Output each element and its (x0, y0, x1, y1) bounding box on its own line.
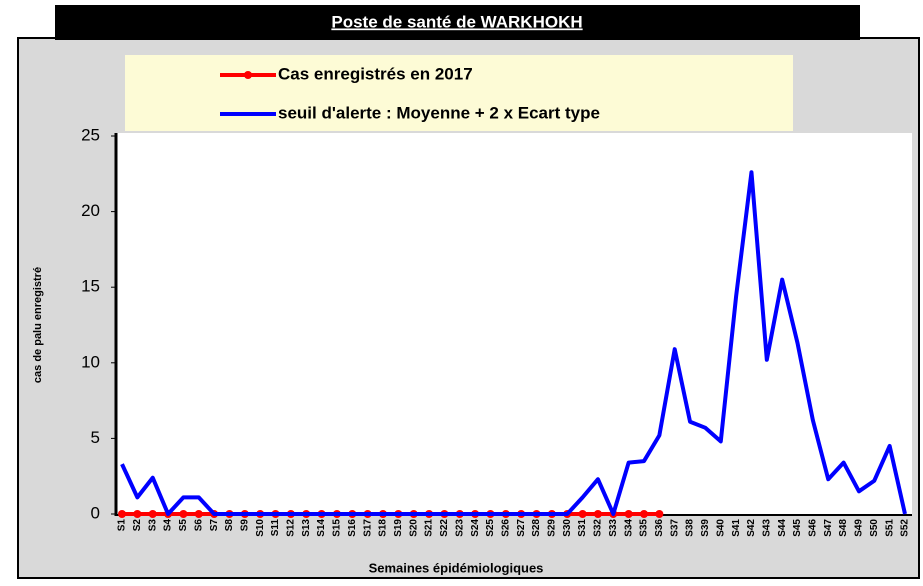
y-tick-label: 5 (91, 428, 100, 447)
series-marker (655, 510, 664, 518)
x-tick-label: S47 (823, 519, 834, 537)
x-tick-label: S20 (408, 519, 419, 537)
x-tick-label: S14 (316, 519, 327, 537)
x-tick-label: S48 (838, 519, 849, 537)
x-tick-label: S10 (255, 519, 266, 537)
x-tick-label: S37 (669, 519, 680, 537)
x-tick-label: S25 (485, 519, 496, 537)
x-tick-label: S16 (347, 519, 358, 537)
y-tick-label: 0 (91, 503, 100, 522)
y-tick-label: 15 (81, 277, 100, 296)
x-tick-label: S30 (562, 519, 573, 537)
x-tick-label: S7 (209, 519, 220, 532)
x-tick-label: S49 (854, 519, 865, 537)
series-marker (640, 510, 648, 518)
x-tick-label: S39 (700, 519, 711, 537)
legend (125, 55, 793, 131)
y-tick-label: 25 (81, 125, 100, 144)
chart-title: Poste de santé de WARKHOKH (331, 12, 582, 31)
x-tick-label: S6 (193, 519, 204, 532)
x-tick-label: S29 (547, 519, 558, 537)
title-bar (55, 5, 860, 40)
x-tick-label: S5 (178, 519, 189, 532)
x-tick-label: S8 (224, 519, 235, 532)
x-tick-label: S43 (761, 519, 772, 537)
series-marker (133, 510, 142, 518)
x-tick-label: S46 (808, 519, 819, 537)
series-marker (578, 510, 587, 518)
x-tick-label: S52 (900, 519, 911, 537)
x-tick-label: S40 (715, 519, 726, 537)
legend-label: seuil d'alerte : Moyenne + 2 x Ecart typ… (278, 103, 600, 122)
series-marker (593, 510, 602, 518)
y-tick-label: 10 (81, 352, 100, 371)
x-tick-label: S45 (792, 519, 803, 537)
x-tick-label: S24 (470, 519, 481, 537)
x-tick-label: S35 (639, 519, 650, 537)
x-tick-label: S17 (362, 519, 373, 537)
series-marker (118, 510, 126, 518)
x-tick-label: S23 (454, 519, 465, 537)
x-tick-label: S9 (239, 519, 250, 532)
x-tick-label: S38 (685, 519, 696, 537)
x-tick-label: S26 (500, 519, 511, 537)
x-tick-label: S19 (393, 519, 404, 537)
x-tick-label: S32 (593, 519, 604, 537)
x-tick-label: S42 (746, 519, 757, 537)
y-tick-label: 20 (81, 201, 100, 220)
x-tick-label: S3 (147, 519, 158, 532)
x-tick-label: S4 (163, 519, 174, 532)
x-tick-label: S18 (378, 519, 389, 537)
x-tick-label: S13 (301, 519, 312, 537)
series-marker (179, 510, 188, 518)
x-axis-label: Semaines épidémiologiques (369, 560, 544, 575)
x-tick-label: S51 (884, 519, 895, 537)
x-tick-label: S27 (516, 519, 527, 537)
x-tick-label: S22 (439, 519, 450, 537)
series-marker (148, 510, 157, 518)
x-tick-label: S36 (654, 519, 665, 537)
x-tick-label: S33 (608, 519, 619, 537)
x-tick-label: S41 (731, 519, 742, 537)
x-tick-label: S28 (531, 519, 542, 537)
y-axis-label: cas de palu enregistré (32, 267, 44, 383)
x-tick-label: S1 (117, 519, 128, 532)
x-tick-label: S21 (424, 519, 435, 537)
x-tick-label: S2 (132, 519, 143, 532)
x-tick-label: S31 (577, 519, 588, 537)
x-tick-label: S15 (332, 519, 343, 537)
series-marker (624, 510, 633, 518)
series-marker (194, 510, 203, 518)
series-line (120, 170, 907, 516)
plot-area (115, 133, 912, 516)
x-tick-label: S12 (286, 519, 297, 537)
x-tick-label: S44 (777, 519, 788, 537)
x-tick-label: S11 (270, 519, 281, 537)
legend-label: Cas enregistrés en 2017 (278, 64, 473, 83)
x-tick-label: S34 (623, 519, 634, 537)
legend-marker (244, 71, 252, 79)
x-tick-label: S50 (869, 519, 880, 537)
